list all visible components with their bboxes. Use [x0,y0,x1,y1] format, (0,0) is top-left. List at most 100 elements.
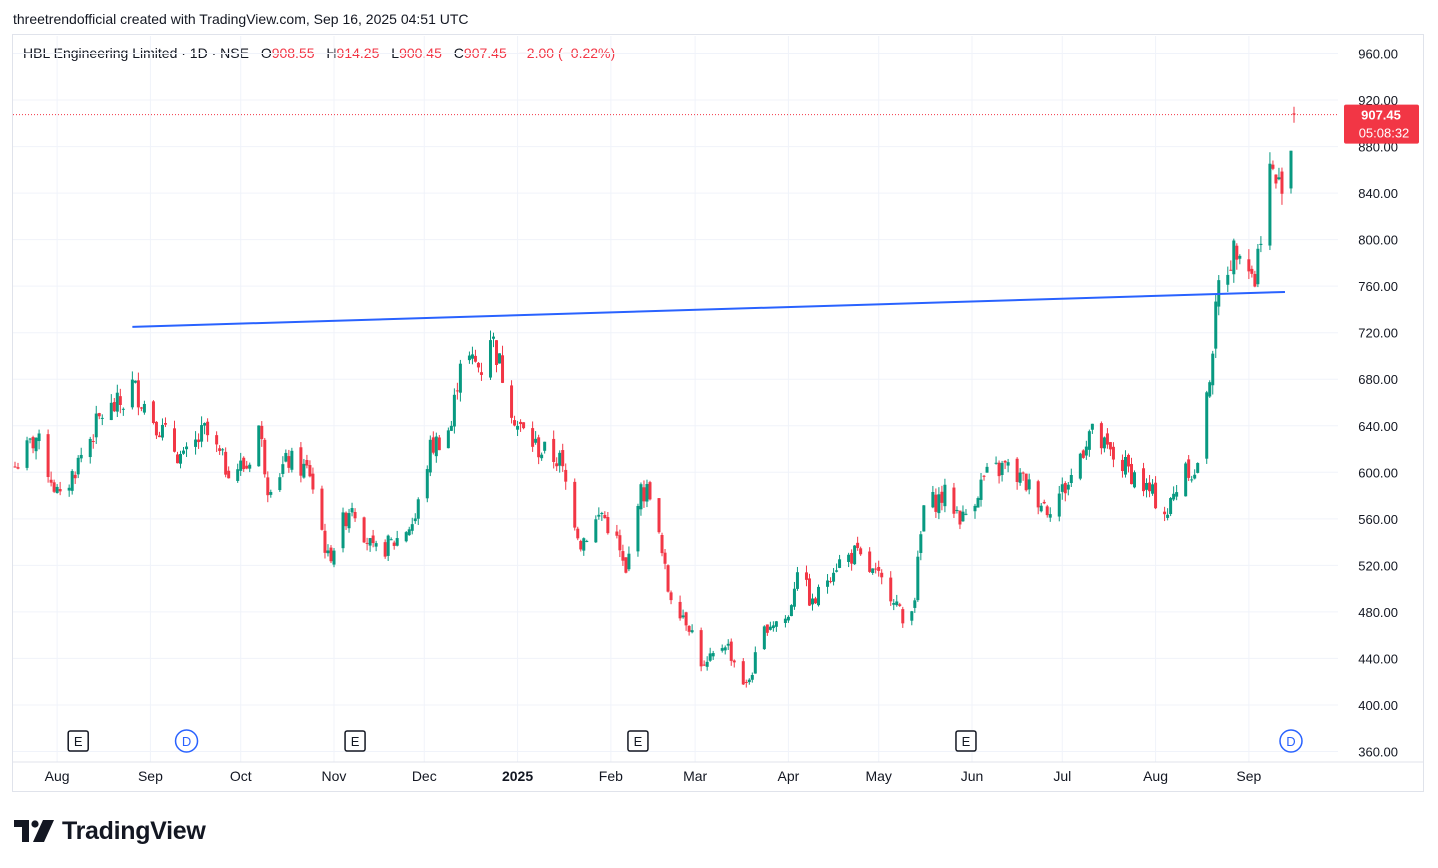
candle-body [308,465,312,477]
candle-body [425,469,429,499]
candle-body [410,524,414,531]
candle-body [1003,460,1007,463]
candle-body [519,421,523,425]
candle [817,584,821,607]
candle [91,434,95,449]
candle [434,432,438,463]
candle [458,359,462,402]
candle-body [281,464,285,474]
time-tick-label: May [865,768,891,784]
candle-body [1154,482,1158,509]
candle [705,656,709,671]
candle [789,604,793,617]
candle [1036,479,1040,515]
candle [898,602,902,607]
candle-body [365,542,369,544]
candle-body [55,486,59,494]
candle [179,450,183,469]
candle [874,562,878,574]
candle-body [648,482,652,500]
candle [449,420,453,432]
candle-body [910,611,914,621]
candle [287,449,291,473]
candle [892,599,896,611]
tradingview-logo[interactable]: TradingView [14,814,206,848]
candle-body [1087,431,1091,450]
candle [943,478,947,513]
candle [1277,167,1281,181]
candle [804,565,808,587]
earnings-marker-label: E [74,734,83,749]
candle [982,474,986,481]
candle-body [585,540,589,542]
candle-body [1039,505,1043,512]
price-tag-value: 907.45 [1361,108,1401,123]
candle [1045,504,1049,518]
candle-body [889,577,893,602]
candle-body [955,509,959,511]
candle-body [353,512,357,519]
candle [488,330,492,380]
candle-body [1271,164,1275,169]
candle [579,539,583,552]
candle-body [531,428,535,447]
candle-body [657,498,661,533]
candle-body [934,494,938,512]
candle-body [1090,423,1094,430]
candles [13,106,1296,688]
candle-body [1184,463,1188,497]
candle [768,621,772,631]
candle [582,537,586,556]
candle-body [1045,506,1049,516]
candle-body [853,545,857,565]
candle [961,505,965,522]
candle-body [1256,248,1260,285]
candle-body [1163,511,1167,515]
candle-body [73,474,77,479]
candle-body [720,648,724,651]
candle [540,452,544,461]
candle-body [1238,255,1242,259]
earnings-marker[interactable]: E [627,730,649,752]
earnings-marker[interactable]: E [955,730,977,752]
candle [1111,442,1115,468]
candle-body [194,439,198,447]
candle-body [1120,459,1124,472]
candle [958,510,962,530]
candle-body [937,494,941,514]
candle [431,431,435,455]
candle-body [804,572,808,580]
candle-body [284,452,288,462]
candle [771,621,775,632]
candle [856,536,860,551]
candle-body [491,336,495,339]
candle-body [997,462,1001,477]
earnings-marker[interactable]: E [344,730,366,752]
dividend-marker[interactable]: D [174,729,199,753]
candle-body [437,437,441,451]
candle-body [1024,473,1028,491]
candle-body [383,542,387,557]
candle-body [931,492,935,508]
candle-body [200,425,204,442]
candle [880,569,884,585]
candle [639,482,643,516]
candle-body [1057,493,1061,517]
candle-body [151,401,155,423]
candle [513,415,517,427]
earnings-marker[interactable]: E [67,730,89,752]
candle-body [311,473,315,490]
candle-body [1205,392,1209,459]
candle-body [176,454,180,464]
candle-body [576,528,580,539]
candle-body [1048,514,1052,518]
candle-body [1063,483,1067,494]
time-tick-label: Feb [599,768,623,784]
candle-body [1126,454,1130,467]
candle [832,568,836,586]
dividend-marker[interactable]: D [1279,729,1303,753]
time-tick-label: Mar [683,768,707,784]
candle-body [922,505,926,532]
candle [302,458,306,479]
